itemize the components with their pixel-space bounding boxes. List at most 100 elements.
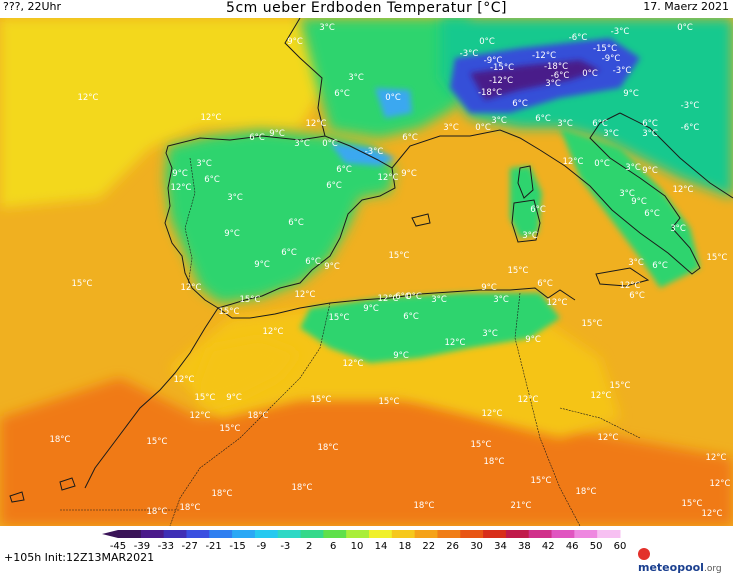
temperature-label: -18°C [544,62,568,72]
legend-color-swatch [597,530,621,538]
legend-tick-label: 30 [470,541,483,550]
legend-color-swatch [460,530,484,538]
legend-color-swatch [574,530,598,538]
canary-island-2 [59,477,76,491]
adriatic-coastline [619,112,733,199]
corsica-coastline [517,165,534,199]
temperature-label: 9°C [269,129,285,139]
temperature-label: -12°C [489,76,513,86]
temperature-labels: 3°C 9°C 0°C -3°C -9°C -12°C -18°C -15°C -6°C -3°C… [49,23,730,519]
temperature-label: 12°C [200,113,221,123]
temperature-label: 6°C [336,165,352,175]
temperature-label: 12°C [170,183,191,193]
logo-dot-icon [638,548,650,560]
temperature-label: 15°C [378,397,399,407]
meteopool-logo[interactable]: meteopool.org [638,548,733,574]
temperature-label: 15°C [239,295,260,305]
legend-tick-label: 26 [446,541,459,550]
temperature-label: -6°C [551,71,570,81]
temperature-label: -3°C [613,66,632,76]
temperature-label: 6°C [326,181,342,191]
country-borders [60,157,641,526]
temperature-label: 15°C [470,440,491,450]
temperature-label: 3°C [522,231,538,241]
alps-core-zone [470,60,600,100]
temperature-label: 18°C [575,487,596,497]
temperature-label: 12°C [262,327,283,337]
temperature-label: 0°C [406,292,422,302]
morocco-algeria-border [169,302,331,526]
legend-color-swatch [437,530,461,538]
temperature-label: 15°C [530,476,551,486]
temperature-label: 3°C [319,23,335,33]
legend-tick-label: 2 [306,541,312,550]
temperature-label: 6°C [537,279,553,289]
temperature-label: 18°C [49,435,70,445]
temperature-label: 3°C [670,224,686,234]
temperature-label: 6°C [512,99,528,109]
temperature-label: 9°C [631,197,647,207]
temperature-label: 6°C [402,133,418,143]
temperature-label: 9°C [172,169,188,179]
temperature-label: 3°C [294,139,310,149]
legend-arrow-icon [102,530,118,538]
legend-tick-label: 46 [566,541,579,550]
temperature-label: -9°C [484,56,503,66]
legend-color-swatch [186,530,210,538]
legend-tick-label: 14 [375,541,388,550]
temperature-label: -3°C [365,147,384,157]
legend-tick-label: 42 [542,541,555,550]
france-coastline [284,18,326,137]
temperature-label: 12°C [705,453,726,463]
temperature-label: 12°C [180,283,201,293]
temperature-label: 15°C [706,253,727,263]
legend-color-swatch [369,530,393,538]
temperature-label: 0°C [582,69,598,79]
legend-tick-label: 50 [590,541,603,550]
temperature-label: 6°C [403,312,419,322]
temperature-label: 18°C [179,503,200,513]
morocco-coastline [84,307,219,489]
legend-tick-label: 18 [398,541,411,550]
temperature-label: 15°C [219,424,240,434]
legend-tick-label: -33 [158,541,174,550]
temperature-label: 9°C [525,335,541,345]
temperature-label: 6°C [629,291,645,301]
legend-tick-label: -15 [229,541,245,550]
temperature-label: 9°C [224,229,240,239]
temperature-label: 0°C [677,23,693,33]
legend-color-swatch [277,530,302,538]
spain-portugal-border [184,157,196,287]
temperature-label: 6°C [535,114,551,124]
temperature-label: 9°C [393,351,409,361]
morocco-atlas-zone [195,338,300,408]
legend-tick-label: 34 [494,541,507,550]
coastlines [9,18,733,503]
temperature-label: 15°C [194,393,215,403]
temperature-label: 15°C [328,313,349,323]
temperature-label: 6°C [530,205,546,215]
legend-tick-label: -21 [205,541,221,550]
temperature-label: -15°C [490,63,514,73]
temperature-label: 9°C [287,37,303,47]
temperature-label: 3°C [557,119,573,129]
temperature-label: 9°C [324,262,340,272]
temperature-label: 3°C [443,123,459,133]
legend-tick-label: 38 [518,541,531,550]
legend-color-swatch [391,530,416,538]
temperature-label: -9°C [602,54,621,64]
legend-color-swatch [140,530,165,538]
temperature-map: 3°C 9°C 0°C -3°C -9°C -12°C -18°C -15°C -6°C -3°C… [0,18,733,526]
temperature-label: -3°C [611,27,630,37]
massif-central-zone [375,88,412,118]
temperature-label: 9°C [254,260,270,270]
temperature-label: -18°C [478,88,502,98]
legend-tick-label: 10 [351,541,364,550]
balearic-coastline [411,213,431,227]
temperature-label: 9°C [226,393,242,403]
canary-island-1 [9,491,25,503]
temperature-label: 0°C [594,159,610,169]
temperature-label: 15°C [310,395,331,405]
temperature-label: 12°C [619,281,640,291]
sardinia-coastline [511,199,541,243]
